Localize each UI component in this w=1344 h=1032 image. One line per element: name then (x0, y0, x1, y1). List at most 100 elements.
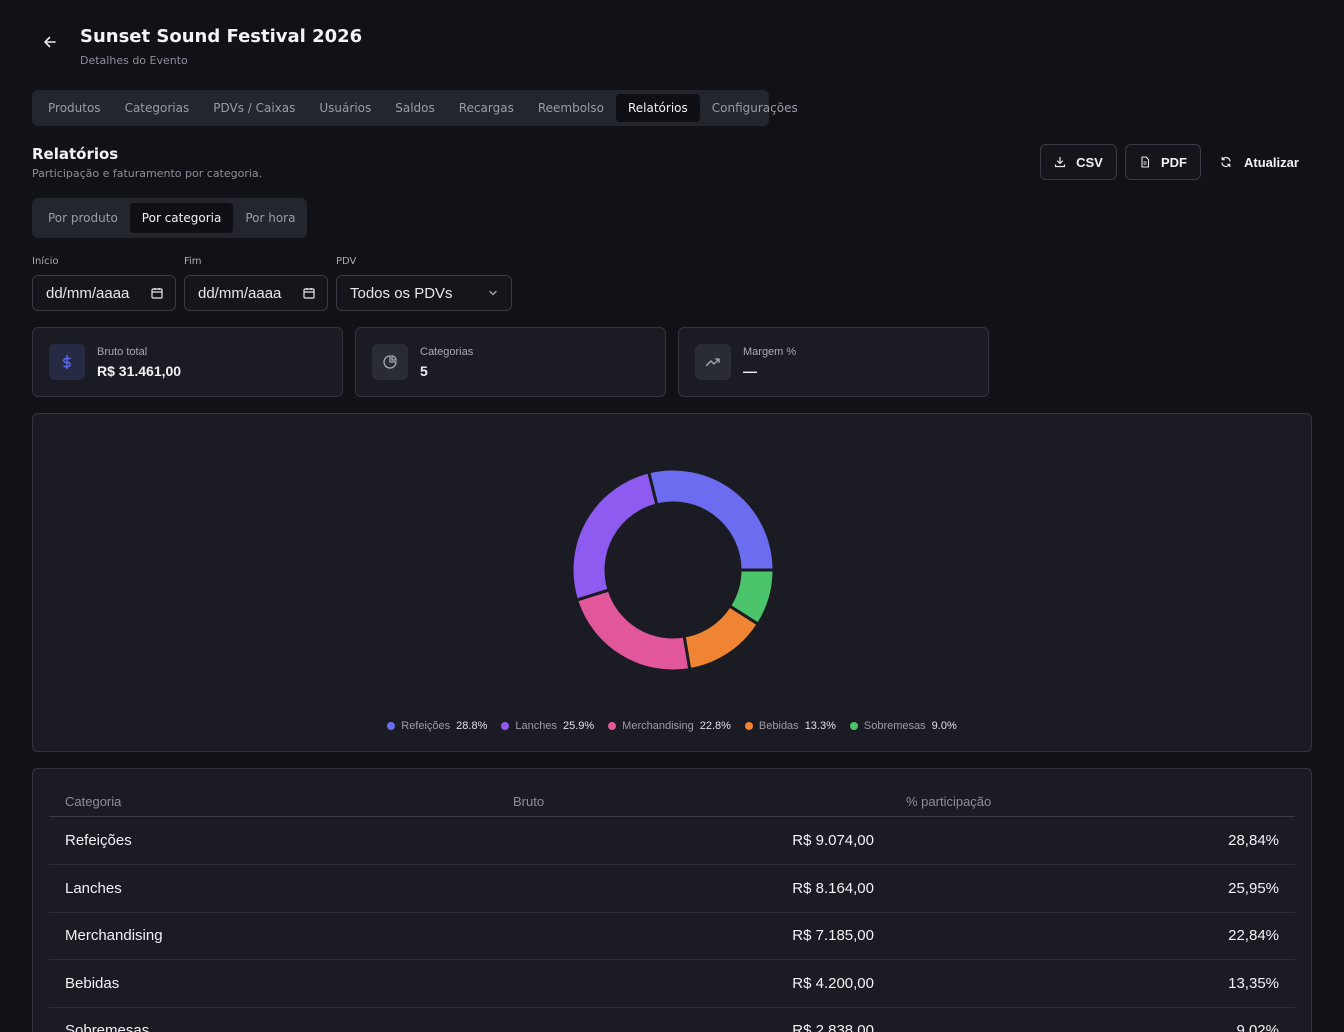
calendar-icon (151, 288, 163, 299)
pdf-button-label: PDF (1161, 154, 1187, 170)
donut-slice-bebidas[interactable] (682, 603, 761, 672)
category-table-card: Categoria Bruto % participação Refeições… (32, 768, 1312, 1032)
pdv-select[interactable]: Todos os PDVs (336, 275, 512, 311)
start-date-input[interactable]: dd/mm/aaaa (32, 275, 176, 311)
gross-cell: R$ 7.185,00 (792, 927, 874, 944)
kpi-label: Bruto total (97, 346, 148, 358)
gross-cell: R$ 9.074,00 (792, 832, 874, 849)
category-share-chart-card: Refeições 28.8% Lanches 25.9% Merchandising 2… (32, 413, 1312, 752)
kpi-card-margin: Margem % — (678, 327, 989, 397)
share-cell: 25,95% (1228, 879, 1279, 897)
pdv-select-value: Todos os PDVs (350, 284, 453, 302)
kpi-value: 5 (420, 363, 428, 379)
report-type-tabs: Por produto Por categoria Por hora (32, 198, 307, 238)
share-cell: 9,02% (1236, 1022, 1279, 1032)
column-header-gross: Bruto (513, 794, 545, 809)
share-cell: 28,84% (1228, 832, 1279, 849)
gross-cell: R$ 2.838,00 (792, 1022, 874, 1032)
csv-button[interactable]: CSV (1040, 144, 1117, 180)
kpi-card-categories: Categorias 5 (355, 327, 666, 397)
category-donut-chart (570, 467, 776, 673)
legend-swatch (387, 722, 396, 730)
refresh-button-label: Atualizar (1244, 154, 1299, 170)
subtab-por-hora[interactable]: Por hora (245, 211, 296, 225)
end-date-value: dd/mm/aaaa (198, 284, 282, 302)
legend-value: 25.9% (562, 720, 595, 732)
pie-chart-icon (372, 344, 408, 380)
calendar-icon (303, 288, 315, 299)
end-date-input[interactable]: dd/mm/aaaa (184, 275, 328, 311)
tab-configuracoes[interactable]: Configurações (711, 101, 798, 115)
table-row: Merchandising R$ 7.185,00 22,84% (49, 912, 1295, 960)
arrow-left-icon (44, 36, 56, 48)
category-cell: Sobremesas (65, 1022, 150, 1032)
share-cell: 13,35% (1228, 974, 1279, 992)
table-row: Bebidas R$ 4.200,00 13,35% (49, 960, 1295, 1008)
column-header-category: Categoria (65, 794, 122, 809)
legend-label: Lanches (515, 720, 557, 732)
category-cell: Merchandising (65, 927, 163, 944)
legend-item: Merchandising 22.8% (608, 720, 731, 732)
subtab-por-categoria[interactable]: Por categoria (129, 203, 234, 233)
legend-item: Sobremesas 9.0% (849, 720, 957, 732)
legend-value: 28.8% (456, 720, 488, 732)
tab-categorias[interactable]: Categorias (124, 101, 190, 115)
gross-cell: R$ 4.200,00 (792, 974, 874, 992)
table-row: Lanches R$ 8.164,00 25,95% (49, 865, 1295, 913)
kpi-label: Categorias (420, 346, 474, 358)
table-header-divider (49, 816, 1295, 817)
kpi-card-gross-total: Bruto total R$ 31.461,00 (32, 327, 343, 397)
legend-item: Lanches 25.9% (501, 720, 594, 732)
gross-cell: R$ 8.164,00 (792, 879, 874, 897)
page-subtitle: Detalhes do Evento (80, 54, 188, 67)
section-title: Relatórios (32, 145, 119, 163)
tab-pdvs-caixas[interactable]: PDVs / Caixas (213, 101, 296, 115)
kpi-value: R$ 31.461,00 (97, 363, 182, 379)
tab-produtos[interactable]: Produtos (48, 101, 101, 115)
chevron-down-icon (489, 290, 497, 296)
tab-reembolso[interactable]: Reembolso (537, 101, 604, 115)
donut-slice-lanches[interactable] (570, 470, 659, 602)
legend-value: 13.3% (804, 720, 836, 732)
refresh-icon (1221, 156, 1231, 168)
category-cell: Refeições (65, 832, 132, 849)
table-row: Refeições R$ 9.074,00 28,84% (49, 817, 1295, 865)
donut-slice-refei-es[interactable] (646, 467, 776, 572)
legend-label: Bebidas (758, 720, 799, 732)
legend-swatch (608, 722, 617, 730)
refresh-button[interactable]: Atualizar (1220, 144, 1299, 180)
category-cell: Bebidas (65, 974, 120, 992)
pdf-button[interactable]: PDF (1125, 144, 1201, 180)
pdv-label: PDV (336, 256, 357, 267)
event-tabs: Produtos Categorias PDVs / Caixas Usuári… (32, 90, 798, 126)
chart-legend: Refeições 28.8% Lanches 25.9% Merchandising 2… (33, 720, 1311, 732)
legend-swatch (744, 722, 753, 730)
kpi-value: — (743, 363, 757, 379)
tab-relatorios[interactable]: Relatórios (615, 94, 700, 122)
tab-recargas[interactable]: Recargas (458, 101, 514, 115)
legend-swatch (501, 722, 510, 730)
dollar-icon (49, 344, 85, 380)
page-title: Sunset Sound Festival 2026 (80, 26, 363, 47)
kpi-label: Margem % (743, 346, 797, 358)
trending-up-icon (695, 344, 731, 380)
legend-value: 9.0% (931, 720, 957, 732)
subtab-por-produto[interactable]: Por produto (48, 211, 118, 225)
column-header-share: % participação (906, 794, 992, 809)
legend-label: Sobremesas (863, 720, 926, 732)
share-cell: 22,84% (1228, 927, 1279, 944)
legend-swatch (849, 722, 858, 730)
table-row: Sobremesas R$ 2.838,00 9,02% (49, 1007, 1295, 1032)
end-date-label: Fim (184, 256, 202, 267)
tab-usuarios[interactable]: Usuários (319, 101, 372, 115)
start-date-label: Início (32, 256, 59, 267)
start-date-value: dd/mm/aaaa (46, 284, 130, 302)
legend-item: Refeições 28.8% (387, 720, 487, 732)
legend-value: 22.8% (699, 720, 731, 732)
legend-item: Bebidas 13.3% (744, 720, 836, 732)
back-button[interactable] (36, 28, 64, 56)
tab-saldos[interactable]: Saldos (395, 101, 435, 115)
donut-slice-merchandising[interactable] (574, 588, 692, 673)
legend-label: Merchandising (622, 720, 694, 732)
csv-button-label: CSV (1076, 154, 1103, 170)
